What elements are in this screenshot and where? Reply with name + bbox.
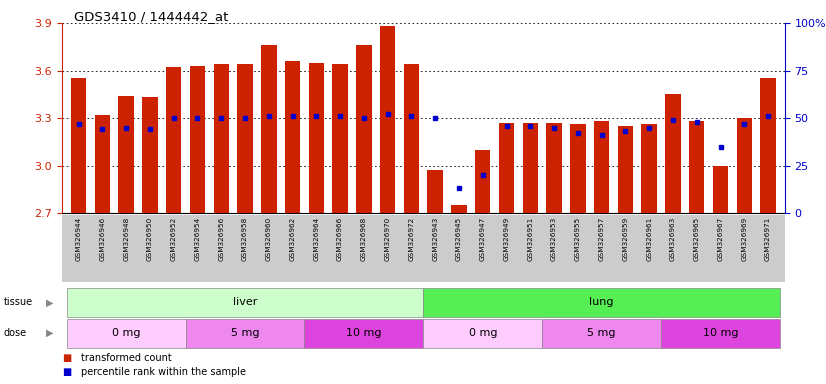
Text: GSM326953: GSM326953 xyxy=(551,217,557,261)
Text: lung: lung xyxy=(590,297,614,308)
Text: 0 mg: 0 mg xyxy=(468,328,497,338)
Bar xyxy=(570,124,586,213)
Bar xyxy=(213,64,229,213)
Bar xyxy=(451,205,467,213)
Text: ▶: ▶ xyxy=(46,328,54,338)
Bar xyxy=(760,78,776,213)
Bar xyxy=(261,45,277,213)
Text: GSM326972: GSM326972 xyxy=(408,217,415,261)
Text: GSM326971: GSM326971 xyxy=(765,217,771,261)
Bar xyxy=(380,26,396,213)
Bar xyxy=(356,45,372,213)
Text: GSM326946: GSM326946 xyxy=(99,217,106,261)
Text: GSM326954: GSM326954 xyxy=(194,217,201,261)
Bar xyxy=(309,63,324,213)
Bar xyxy=(594,121,610,213)
Bar xyxy=(523,123,538,213)
Text: GSM326966: GSM326966 xyxy=(337,217,343,261)
Text: liver: liver xyxy=(233,297,257,308)
Text: GSM326970: GSM326970 xyxy=(385,217,391,261)
Text: GSM326955: GSM326955 xyxy=(575,217,581,261)
Text: GSM326967: GSM326967 xyxy=(718,217,724,261)
Bar xyxy=(142,98,158,213)
Text: GSM326957: GSM326957 xyxy=(599,217,605,261)
Text: 5 mg: 5 mg xyxy=(230,328,259,338)
Text: tissue: tissue xyxy=(3,297,32,308)
Text: GSM326960: GSM326960 xyxy=(266,217,272,261)
Text: GSM326952: GSM326952 xyxy=(171,217,177,261)
Text: GSM326963: GSM326963 xyxy=(670,217,676,261)
Bar xyxy=(499,123,515,213)
Text: GSM326959: GSM326959 xyxy=(623,217,629,261)
Bar xyxy=(285,61,301,213)
Bar xyxy=(713,166,729,213)
Text: ▶: ▶ xyxy=(46,297,54,308)
Text: GSM326945: GSM326945 xyxy=(456,217,462,261)
Text: ■: ■ xyxy=(62,353,71,363)
Text: GSM326944: GSM326944 xyxy=(76,217,82,261)
Text: GSM326948: GSM326948 xyxy=(123,217,129,261)
Text: ■: ■ xyxy=(62,367,71,377)
Text: GSM326969: GSM326969 xyxy=(741,217,748,261)
Text: GSM326956: GSM326956 xyxy=(218,217,224,261)
Bar xyxy=(332,64,348,213)
Text: GSM326965: GSM326965 xyxy=(694,217,700,261)
Bar xyxy=(665,94,681,213)
Bar xyxy=(642,124,657,213)
Text: GSM326958: GSM326958 xyxy=(242,217,248,261)
Text: GSM326950: GSM326950 xyxy=(147,217,153,261)
Bar xyxy=(95,115,110,213)
Text: GSM326951: GSM326951 xyxy=(527,217,534,261)
Text: GDS3410 / 1444442_at: GDS3410 / 1444442_at xyxy=(74,10,229,23)
Bar xyxy=(737,118,752,213)
Text: GSM326962: GSM326962 xyxy=(290,217,296,261)
Bar xyxy=(428,170,443,213)
Text: transformed count: transformed count xyxy=(81,353,172,363)
Bar xyxy=(237,64,253,213)
Text: 10 mg: 10 mg xyxy=(703,328,738,338)
Bar xyxy=(404,64,419,213)
Bar xyxy=(71,78,87,213)
Text: GSM326943: GSM326943 xyxy=(432,217,439,261)
Bar xyxy=(689,121,705,213)
Text: GSM326968: GSM326968 xyxy=(361,217,367,261)
Text: 0 mg: 0 mg xyxy=(112,328,140,338)
Bar xyxy=(190,66,205,213)
Bar xyxy=(546,123,562,213)
Text: GSM326947: GSM326947 xyxy=(480,217,486,261)
Text: percentile rank within the sample: percentile rank within the sample xyxy=(81,367,246,377)
Text: GSM326964: GSM326964 xyxy=(313,217,320,261)
Text: GSM326961: GSM326961 xyxy=(646,217,653,261)
Bar xyxy=(475,150,491,213)
Bar xyxy=(166,68,182,213)
Bar xyxy=(618,126,634,213)
Text: dose: dose xyxy=(3,328,26,338)
Text: GSM326949: GSM326949 xyxy=(504,217,510,261)
Text: 5 mg: 5 mg xyxy=(587,328,616,338)
Bar xyxy=(118,96,134,213)
Text: 10 mg: 10 mg xyxy=(346,328,382,338)
